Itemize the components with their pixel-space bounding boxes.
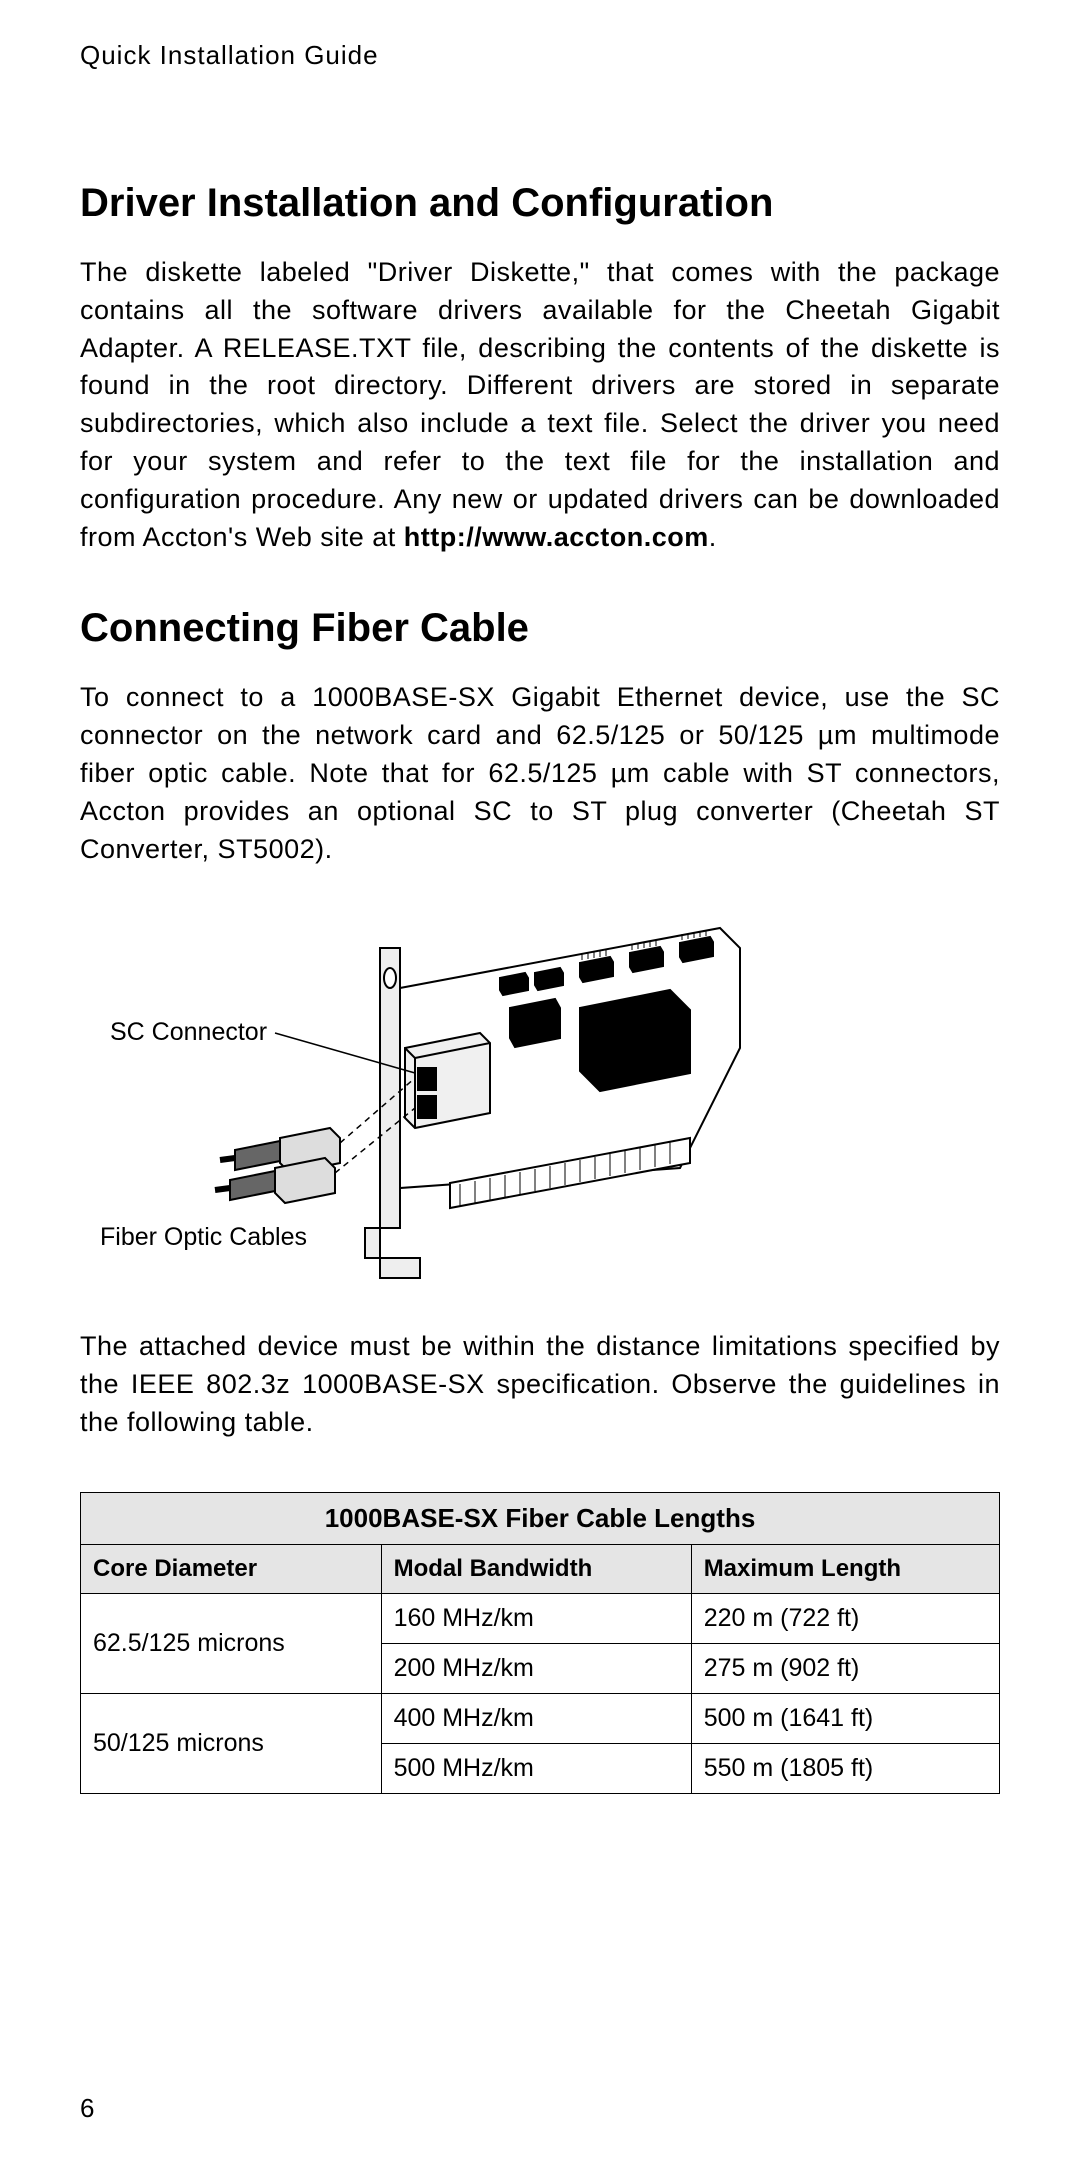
driver-text-1: The diskette labeled "Driver Diskette," … [80, 257, 1000, 552]
cell-len: 500 m (1641 ft) [691, 1693, 999, 1743]
cable-length-table: 1000BASE-SX Fiber Cable Lengths Core Dia… [80, 1492, 1000, 1794]
cell-core: 62.5/125 microns [81, 1593, 382, 1693]
col-bandwidth: Modal Bandwidth [381, 1544, 691, 1593]
fiber-paragraph-1: To connect to a 1000BASE-SX Gigabit Ethe… [80, 679, 1000, 868]
diagram-label-sc: SC Connector [110, 1018, 267, 1047]
card-diagram: SC Connector Fiber Optic Cables [80, 918, 1000, 1298]
cell-len: 550 m (1805 ft) [691, 1743, 999, 1793]
cell-bw: 160 MHz/km [381, 1593, 691, 1643]
table-row: 50/125 microns 400 MHz/km 500 m (1641 ft… [81, 1693, 1000, 1743]
driver-text-2: . [709, 522, 717, 552]
driver-paragraph: The diskette labeled "Driver Diskette," … [80, 254, 1000, 556]
url-text: http://www.accton.com [404, 522, 709, 552]
page-number: 6 [80, 2093, 94, 2124]
cell-bw: 200 MHz/km [381, 1643, 691, 1693]
table-row: 62.5/125 microns 160 MHz/km 220 m (722 f… [81, 1593, 1000, 1643]
diagram-label-fiber: Fiber Optic Cables [100, 1223, 307, 1252]
cell-len: 220 m (722 ft) [691, 1593, 999, 1643]
table-title: 1000BASE-SX Fiber Cable Lengths [81, 1492, 1000, 1544]
cell-len: 275 m (902 ft) [691, 1643, 999, 1693]
fiber-paragraph-2: The attached device must be within the d… [80, 1328, 1000, 1441]
col-length: Maximum Length [691, 1544, 999, 1593]
cell-core: 50/125 microns [81, 1693, 382, 1793]
cell-bw: 400 MHz/km [381, 1693, 691, 1743]
section-heading-fiber: Connecting Fiber Cable [80, 606, 1000, 651]
section-heading-driver: Driver Installation and Configuration [80, 181, 1000, 226]
cell-bw: 500 MHz/km [381, 1743, 691, 1793]
page-header: Quick Installation Guide [80, 40, 1000, 71]
col-core: Core Diameter [81, 1544, 382, 1593]
